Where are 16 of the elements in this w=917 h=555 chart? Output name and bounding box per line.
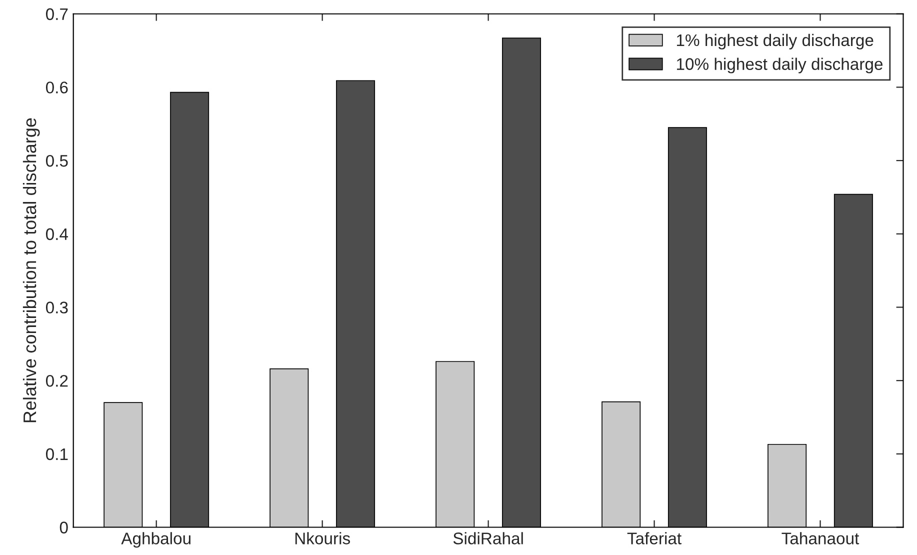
x-tick-label: Tahanaout: [782, 532, 860, 544]
y-tick-label: 0: [60, 522, 68, 534]
x-tick-label: Nkouris: [295, 532, 350, 544]
legend-label: 1% highest daily discharge: [676, 34, 874, 50]
y-tick-label: 0.3: [46, 302, 68, 314]
y-tick-label: 0.4: [46, 228, 68, 240]
y-tick-label: 0.2: [46, 374, 68, 387]
legend-label: 10% highest daily discharge: [676, 58, 883, 74]
x-tick-label: Taferiat: [627, 532, 682, 544]
y-tick-label: 0.6: [46, 82, 68, 94]
x-tick-label: SidiRahal: [453, 532, 523, 544]
y-tick-label: 0.1: [46, 448, 68, 460]
x-tick-label: Aghbalou: [121, 532, 190, 548]
y-tick-label: 0.5: [46, 154, 68, 167]
y-tick-label: 0.7: [46, 8, 68, 20]
y-axis-title: Relative contribution to total discharge: [22, 118, 40, 422]
